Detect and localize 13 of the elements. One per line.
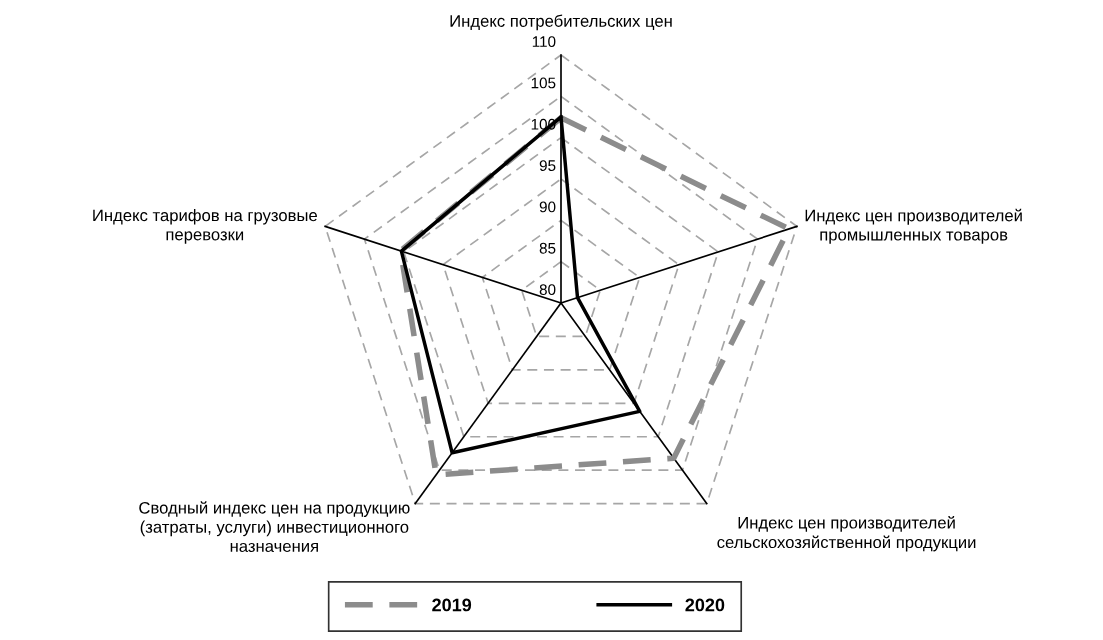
spoke-label: Индекс цен производителей промышленных товаров: [805, 208, 1022, 244]
spoke-label: Индекс потребительских цен: [450, 14, 672, 31]
y-tick-label: 80: [539, 284, 556, 296]
y-tick-label: 85: [539, 242, 556, 254]
spoke-label: Сводный индекс цен на продукцию (затраты, услуги) инвестиционного назначения: [139, 501, 410, 553]
y-tick-label: 110: [532, 36, 556, 48]
legend-label: 2019: [432, 598, 472, 612]
y-tick-label: 95: [539, 160, 556, 172]
spoke-label: Индекс тарифов на грузовые перевозки: [93, 209, 317, 244]
y-tick-label: 105: [531, 77, 556, 89]
legend-label: 2020: [685, 598, 725, 612]
y-tick-label: 90: [539, 201, 556, 213]
spoke-label: Индекс цен производителей сельскохозяйственной продукции: [717, 516, 976, 552]
